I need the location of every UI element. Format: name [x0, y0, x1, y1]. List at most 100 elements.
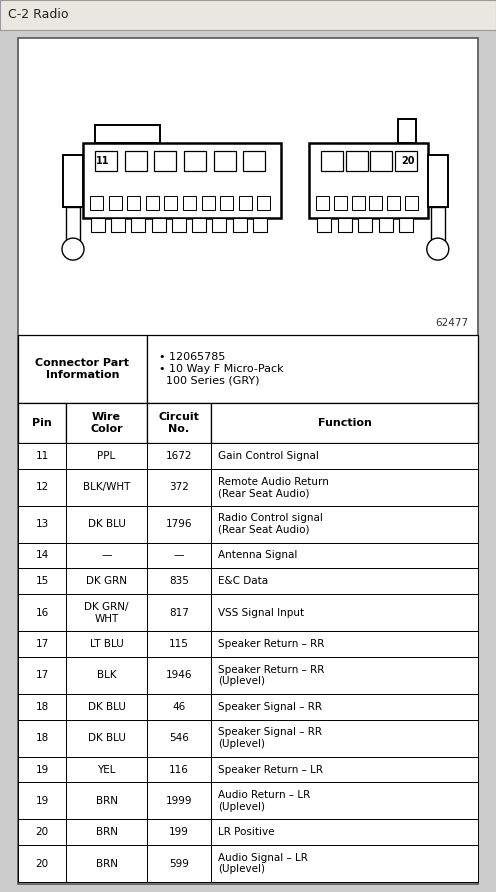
Bar [211, 632, 478, 657]
Text: DK BLU: DK BLU [88, 519, 125, 529]
Text: 13: 13 [36, 519, 49, 529]
Bar [147, 694, 211, 720]
Text: —: — [174, 550, 184, 560]
Bar [18, 469, 66, 506]
Bar [147, 506, 211, 542]
Bar [18, 594, 66, 632]
Bar [18, 657, 66, 694]
Bar [95, 125, 160, 143]
Circle shape [62, 238, 84, 260]
Text: DK BLU: DK BLU [88, 702, 125, 712]
Text: 1999: 1999 [166, 796, 192, 805]
Bar [405, 196, 418, 210]
Bar [66, 207, 80, 243]
Text: Radio Control signal
(Rear Seat Audio): Radio Control signal (Rear Seat Audio) [218, 513, 323, 535]
Bar [66, 443, 147, 469]
Bar [111, 218, 125, 232]
Bar [211, 846, 478, 882]
Text: Function: Function [317, 418, 372, 428]
Bar [428, 154, 448, 207]
Bar [66, 782, 147, 819]
Bar [257, 196, 270, 210]
Text: E&C Data: E&C Data [218, 576, 268, 586]
Text: 15: 15 [36, 576, 49, 586]
Bar [18, 335, 147, 403]
Bar [66, 632, 147, 657]
Bar [211, 782, 478, 819]
Text: 46: 46 [173, 702, 186, 712]
Bar [214, 151, 236, 171]
Bar [124, 151, 147, 171]
Text: DK BLU: DK BLU [88, 733, 125, 743]
Bar [18, 846, 66, 882]
Bar [371, 151, 392, 171]
Bar [244, 151, 265, 171]
Text: LT BLU: LT BLU [90, 639, 124, 649]
Text: 11: 11 [96, 156, 110, 166]
Bar [66, 694, 147, 720]
Bar [378, 218, 393, 232]
Bar [358, 218, 372, 232]
Bar [18, 568, 66, 594]
Bar [431, 207, 445, 243]
Bar [338, 218, 352, 232]
Text: 199: 199 [169, 827, 189, 838]
Text: 19: 19 [36, 764, 49, 774]
Bar [66, 469, 147, 506]
Text: Speaker Signal – RR: Speaker Signal – RR [218, 702, 322, 712]
Text: 1796: 1796 [166, 519, 192, 529]
Bar [211, 594, 478, 632]
Bar [395, 151, 417, 171]
Text: 20: 20 [36, 827, 49, 838]
Text: 14: 14 [36, 550, 49, 560]
Bar [309, 143, 428, 218]
Bar [63, 154, 83, 207]
Text: 11: 11 [36, 451, 49, 461]
Bar [83, 143, 281, 218]
Text: 1672: 1672 [166, 451, 192, 461]
Bar [212, 218, 226, 232]
Bar [147, 542, 211, 568]
Text: 20: 20 [36, 859, 49, 869]
Bar [211, 756, 478, 782]
Bar [192, 218, 206, 232]
Bar [18, 694, 66, 720]
Text: 17: 17 [36, 639, 49, 649]
Bar [147, 403, 211, 443]
Text: BLK/WHT: BLK/WHT [83, 483, 130, 492]
Text: 115: 115 [169, 639, 189, 649]
Text: VSS Signal Input: VSS Signal Input [218, 607, 305, 618]
Bar [211, 506, 478, 542]
Bar [18, 756, 66, 782]
Bar [147, 469, 211, 506]
Text: LR Positive: LR Positive [218, 827, 275, 838]
Text: 817: 817 [169, 607, 189, 618]
Bar [152, 218, 166, 232]
Bar [18, 720, 66, 756]
Bar [18, 782, 66, 819]
Bar [253, 218, 267, 232]
Bar [147, 443, 211, 469]
Bar [352, 196, 365, 210]
Circle shape [427, 238, 449, 260]
Bar [147, 657, 211, 694]
Text: 835: 835 [169, 576, 189, 586]
Bar [18, 542, 66, 568]
Text: Pin: Pin [32, 418, 52, 428]
Text: BRN: BRN [96, 796, 118, 805]
Bar [211, 542, 478, 568]
Bar [220, 196, 233, 210]
Bar [146, 196, 159, 210]
Bar [346, 151, 368, 171]
Text: DK GRN/
WHT: DK GRN/ WHT [84, 602, 129, 624]
Text: DK GRN: DK GRN [86, 576, 127, 586]
Bar [211, 720, 478, 756]
Bar [211, 657, 478, 694]
Bar [317, 218, 331, 232]
Bar [154, 151, 177, 171]
Bar [211, 819, 478, 846]
Text: BLK: BLK [97, 671, 117, 681]
Text: YEL: YEL [97, 764, 116, 774]
Text: 372: 372 [169, 483, 189, 492]
Bar [147, 720, 211, 756]
